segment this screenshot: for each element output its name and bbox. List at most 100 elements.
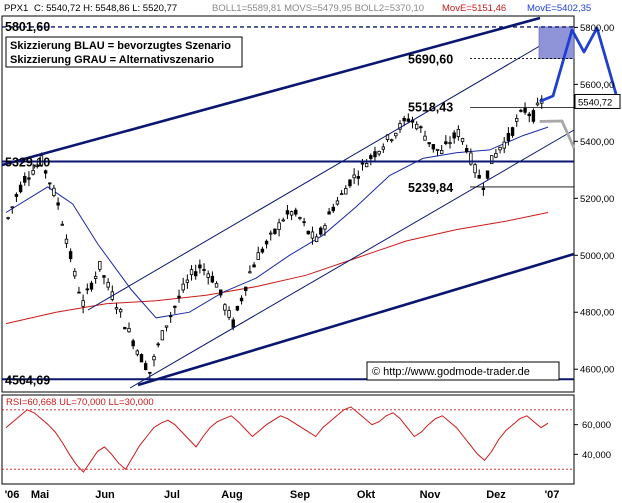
candle-body	[256, 252, 260, 260]
rsi-axis-label: 60,000	[582, 420, 611, 431]
rsi-panel: RSI=60,668 UL=70,000 LL=30,000	[1, 394, 575, 485]
candle-body	[327, 211, 331, 215]
ma-short-line	[5, 126, 549, 319]
x-axis-label: '07	[545, 489, 560, 501]
candle-body	[335, 200, 340, 205]
price-axis-label: 5000,00	[580, 251, 614, 262]
candle-body	[77, 291, 81, 294]
channel-line-top	[87, 25, 575, 311]
candle-body	[14, 194, 19, 197]
candle-body	[52, 187, 56, 196]
candle-body	[285, 210, 290, 215]
lower-trend-line	[137, 252, 575, 387]
candle-body	[527, 113, 531, 117]
candle-body	[323, 225, 327, 230]
candle-body	[494, 153, 498, 158]
blue-scenario-path	[539, 26, 618, 103]
candle-body	[481, 187, 486, 191]
candle-body	[6, 217, 10, 219]
candle-body	[519, 109, 523, 112]
candle-body	[427, 142, 431, 145]
candle-body	[456, 129, 461, 137]
candle-body	[394, 132, 398, 137]
candle-body	[214, 283, 219, 288]
candle-body	[369, 155, 373, 159]
candle-body	[235, 305, 240, 311]
rsi-line	[5, 406, 549, 473]
legend-line-blue: Skizzierung BLAU = bevorzugtes Szenario	[10, 40, 231, 52]
candle-body	[206, 273, 210, 278]
candle-body	[123, 327, 127, 330]
candle-body	[515, 118, 519, 122]
x-axis-label: Jul	[164, 489, 180, 501]
candle-body	[181, 283, 185, 291]
candle-body	[231, 319, 235, 328]
level-label-5801: 5801,60	[5, 20, 50, 34]
candle-body	[381, 146, 386, 150]
candle-body	[402, 117, 406, 122]
price-axis-label: 4600,00	[580, 365, 614, 376]
price-axis-label: 5800,00	[580, 23, 614, 34]
x-axis-label: '06	[5, 489, 20, 501]
candle-body	[490, 155, 494, 165]
candle-body	[156, 343, 160, 346]
candle-body	[168, 315, 173, 318]
candle-body	[27, 177, 31, 180]
candle-body	[81, 300, 85, 307]
candle-body	[23, 176, 27, 183]
rsi-axis: 40,000 60,000	[574, 420, 611, 461]
candle-body	[135, 350, 140, 355]
level-label-5329: 5329,10	[5, 156, 50, 170]
candle-body	[502, 141, 506, 149]
candle-body	[281, 219, 285, 222]
candle-body	[106, 281, 110, 288]
candle-body	[223, 304, 227, 311]
candle-body	[227, 310, 231, 318]
candle-body	[344, 188, 348, 195]
candle-body	[219, 289, 223, 296]
price-axis-label: 5200,00	[580, 194, 614, 205]
candle-body	[306, 230, 310, 235]
candle-body	[331, 206, 335, 212]
candle-body	[260, 248, 265, 253]
candle-body	[419, 126, 423, 129]
level-lines: 5801,60 5690,60 5518,43 5329,10 5239,84 4564,…	[2, 20, 574, 387]
upper-trend-line	[1, 16, 541, 167]
candle-body	[310, 231, 315, 239]
candle-body	[18, 184, 23, 193]
x-axis-label: Dez	[486, 489, 506, 501]
candle-body	[469, 152, 473, 165]
time-axis: '06 Mai Jun Jul Aug Sep Okt Nov Dez '07	[5, 489, 560, 501]
legend-box	[5, 36, 243, 68]
candle-body	[60, 223, 64, 226]
candle-body	[164, 325, 169, 328]
candle-body	[485, 170, 490, 179]
candle-body	[444, 141, 448, 145]
candle-body	[273, 228, 277, 234]
price-axis: 4600,00 4800,00 5000,00 5200,00 5400,00 5600,…	[574, 23, 621, 376]
candle-body	[152, 356, 156, 361]
candle-body	[160, 330, 165, 341]
last-price-tag-label: 5540,72	[578, 97, 612, 108]
price-axis-label: 4800,00	[580, 308, 614, 319]
candle-body	[64, 238, 69, 244]
moving-averages	[5, 126, 549, 325]
legend-line-gray: Skizzierung GRAU = Alternativszenario	[10, 54, 214, 66]
rsi-series-line	[5, 406, 549, 473]
candle-body	[177, 295, 181, 299]
candle-body	[244, 286, 248, 291]
candle-body	[448, 142, 452, 145]
candle-body	[252, 264, 256, 268]
candle-body	[473, 164, 477, 174]
candle-body	[414, 123, 419, 130]
candle-body	[477, 175, 481, 179]
candle-body	[506, 132, 511, 142]
candle-body	[377, 150, 381, 155]
rsi-axis-label: 40,000	[582, 450, 611, 461]
candle-body	[248, 271, 252, 274]
candle-body	[531, 110, 536, 122]
candle-body	[460, 138, 465, 143]
candle-body	[406, 118, 411, 122]
candle-body	[535, 102, 540, 106]
header-indicators: BOLL1=5589,81 MOVS=5479,95 BOLL2=5370,10	[212, 3, 424, 14]
